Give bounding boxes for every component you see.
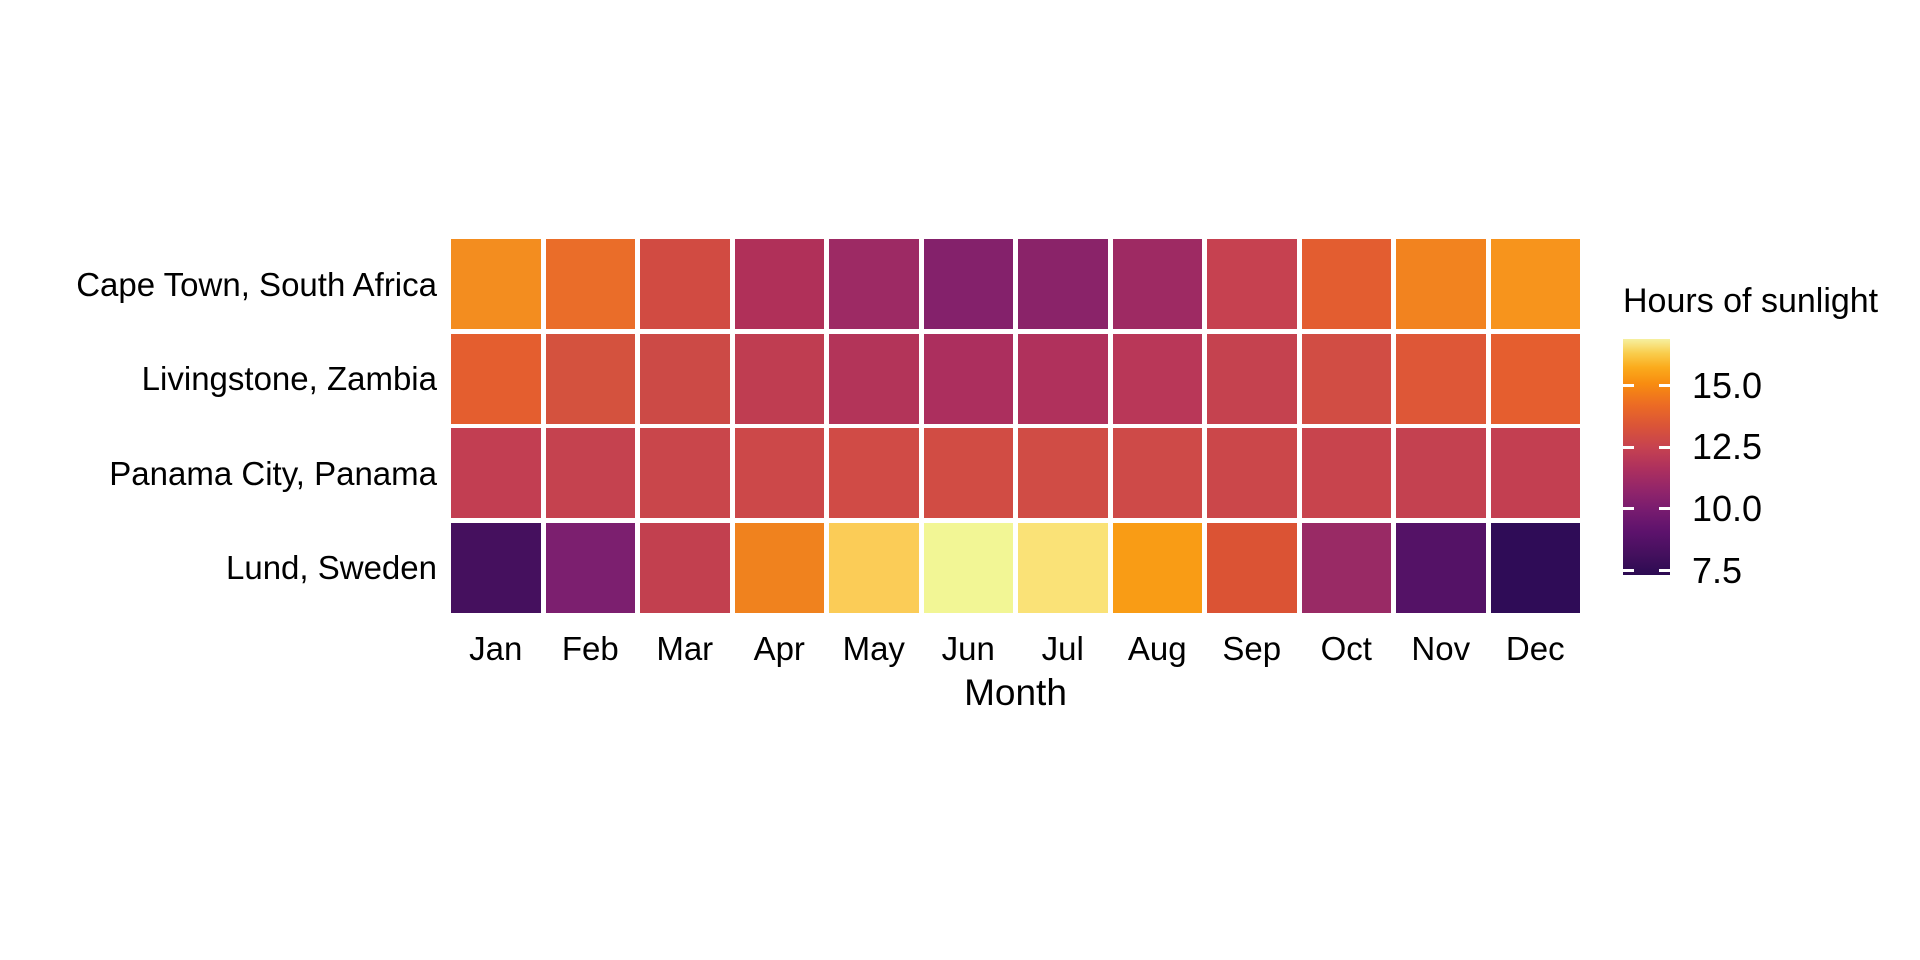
heatmap-tile (545, 239, 635, 330)
legend-tick-mark (1659, 507, 1670, 511)
legend-title: Hours of sunlight (1623, 282, 1879, 320)
heatmap-tile (734, 522, 824, 613)
heatmap-tile (451, 333, 541, 424)
heatmap-grid (451, 239, 1580, 613)
legend-tick-mark (1623, 445, 1634, 449)
y-axis-label: Lund, Sweden (225, 549, 437, 587)
heatmap-tile (1018, 333, 1108, 424)
legend-tick-mark (1659, 384, 1670, 388)
heatmap-tile (1396, 333, 1486, 424)
x-axis-tick-label: Jan (469, 630, 523, 667)
heatmap-tile (1207, 522, 1297, 613)
heatmap-tile (1301, 522, 1391, 613)
heatmap-tile (1301, 428, 1391, 519)
legend-tick-mark (1659, 445, 1670, 449)
heatmap-tile (829, 428, 919, 519)
heatmap-tile (545, 333, 635, 424)
legend-tick-mark (1623, 507, 1634, 511)
heatmap-tile (1396, 522, 1486, 613)
legend-tick-mark (1659, 569, 1670, 573)
x-axis-tick-label: May (842, 630, 905, 667)
x-axis-tick-label: Jul (1041, 630, 1084, 667)
heatmap-tile (829, 239, 919, 330)
x-axis-tick-label: Nov (1411, 630, 1471, 667)
x-axis-tick-label: Feb (561, 630, 619, 667)
heatmap-tile (1207, 239, 1297, 330)
heatmap-tile (451, 239, 541, 330)
heatmap-tile (1018, 239, 1108, 330)
legend-tick-label: 15.0 (1692, 364, 1763, 406)
x-axis-tick-label: Jun (941, 630, 995, 667)
heatmap-tile (734, 333, 824, 424)
heatmap-tile (734, 428, 824, 519)
heatmap-tile (1018, 428, 1108, 519)
heatmap-tile (640, 522, 730, 613)
heatmap-tile (923, 333, 1013, 424)
legend-tick-mark (1623, 569, 1634, 573)
heatmap-tile (923, 428, 1013, 519)
heatmap-tile (640, 428, 730, 519)
heatmap-tile (923, 522, 1013, 613)
heatmap-tile (451, 428, 541, 519)
x-axis-tick-label: Apr (753, 630, 805, 667)
y-axis-label: Panama City, Panama (109, 454, 437, 492)
heatmap-tile (451, 522, 541, 613)
y-axis-label: Cape Town, South Africa (76, 265, 437, 303)
legend-tick-label: 10.0 (1692, 487, 1763, 529)
y-axis-labels: Cape Town, South Africa Livingstone, Zamb… (0, 239, 437, 613)
heatmap-tile (1301, 239, 1391, 330)
x-axis-title: Month (964, 672, 1067, 713)
heatmap-tile (1112, 333, 1202, 424)
x-axis-labels: Jan Feb Mar Apr May Jun Jul Aug Sep Oct Nov Dec (451, 629, 1580, 669)
x-axis-tick-label: Mar (656, 630, 714, 667)
x-axis-tick-label: Aug (1127, 630, 1187, 667)
heatmap-tile (1396, 428, 1486, 519)
heatmap-tile (1112, 428, 1202, 519)
legend-colorbar (1623, 339, 1670, 575)
heatmap-tile (640, 239, 730, 330)
heatmap-tile (545, 522, 635, 613)
heatmap-tile (1207, 428, 1297, 519)
heatmap-tile (1301, 333, 1391, 424)
heatmap-tile (1207, 333, 1297, 424)
legend-tick-mark (1623, 384, 1634, 388)
heatmap-tile (1396, 239, 1486, 330)
y-axis-label: Livingstone, Zambia (141, 360, 437, 398)
heatmap-tile (1018, 522, 1108, 613)
heatmap-tile (1490, 522, 1580, 613)
heatmap-tile (734, 239, 824, 330)
heatmap-tile (1490, 333, 1580, 424)
legend-tick-label: 12.5 (1692, 426, 1763, 468)
heatmap-tile (545, 428, 635, 519)
heatmap-tile (640, 333, 730, 424)
heatmap-tile (829, 333, 919, 424)
legend-tick-label: 7.5 (1692, 549, 1743, 591)
heatmap-tile (829, 522, 919, 613)
legend: Hours of sunlight 15.0 12.5 10.0 7.5 (1623, 281, 1920, 621)
heatmap-tile (1112, 239, 1202, 330)
x-axis-tick-label: Dec (1505, 630, 1565, 667)
x-axis-tick-label: Sep (1222, 630, 1282, 667)
heatmap-tile (923, 239, 1013, 330)
heatmap-tile (1490, 428, 1580, 519)
heatmap-tile (1490, 239, 1580, 330)
x-axis-tick-label: Oct (1320, 630, 1372, 667)
heatmap-tile (1112, 522, 1202, 613)
